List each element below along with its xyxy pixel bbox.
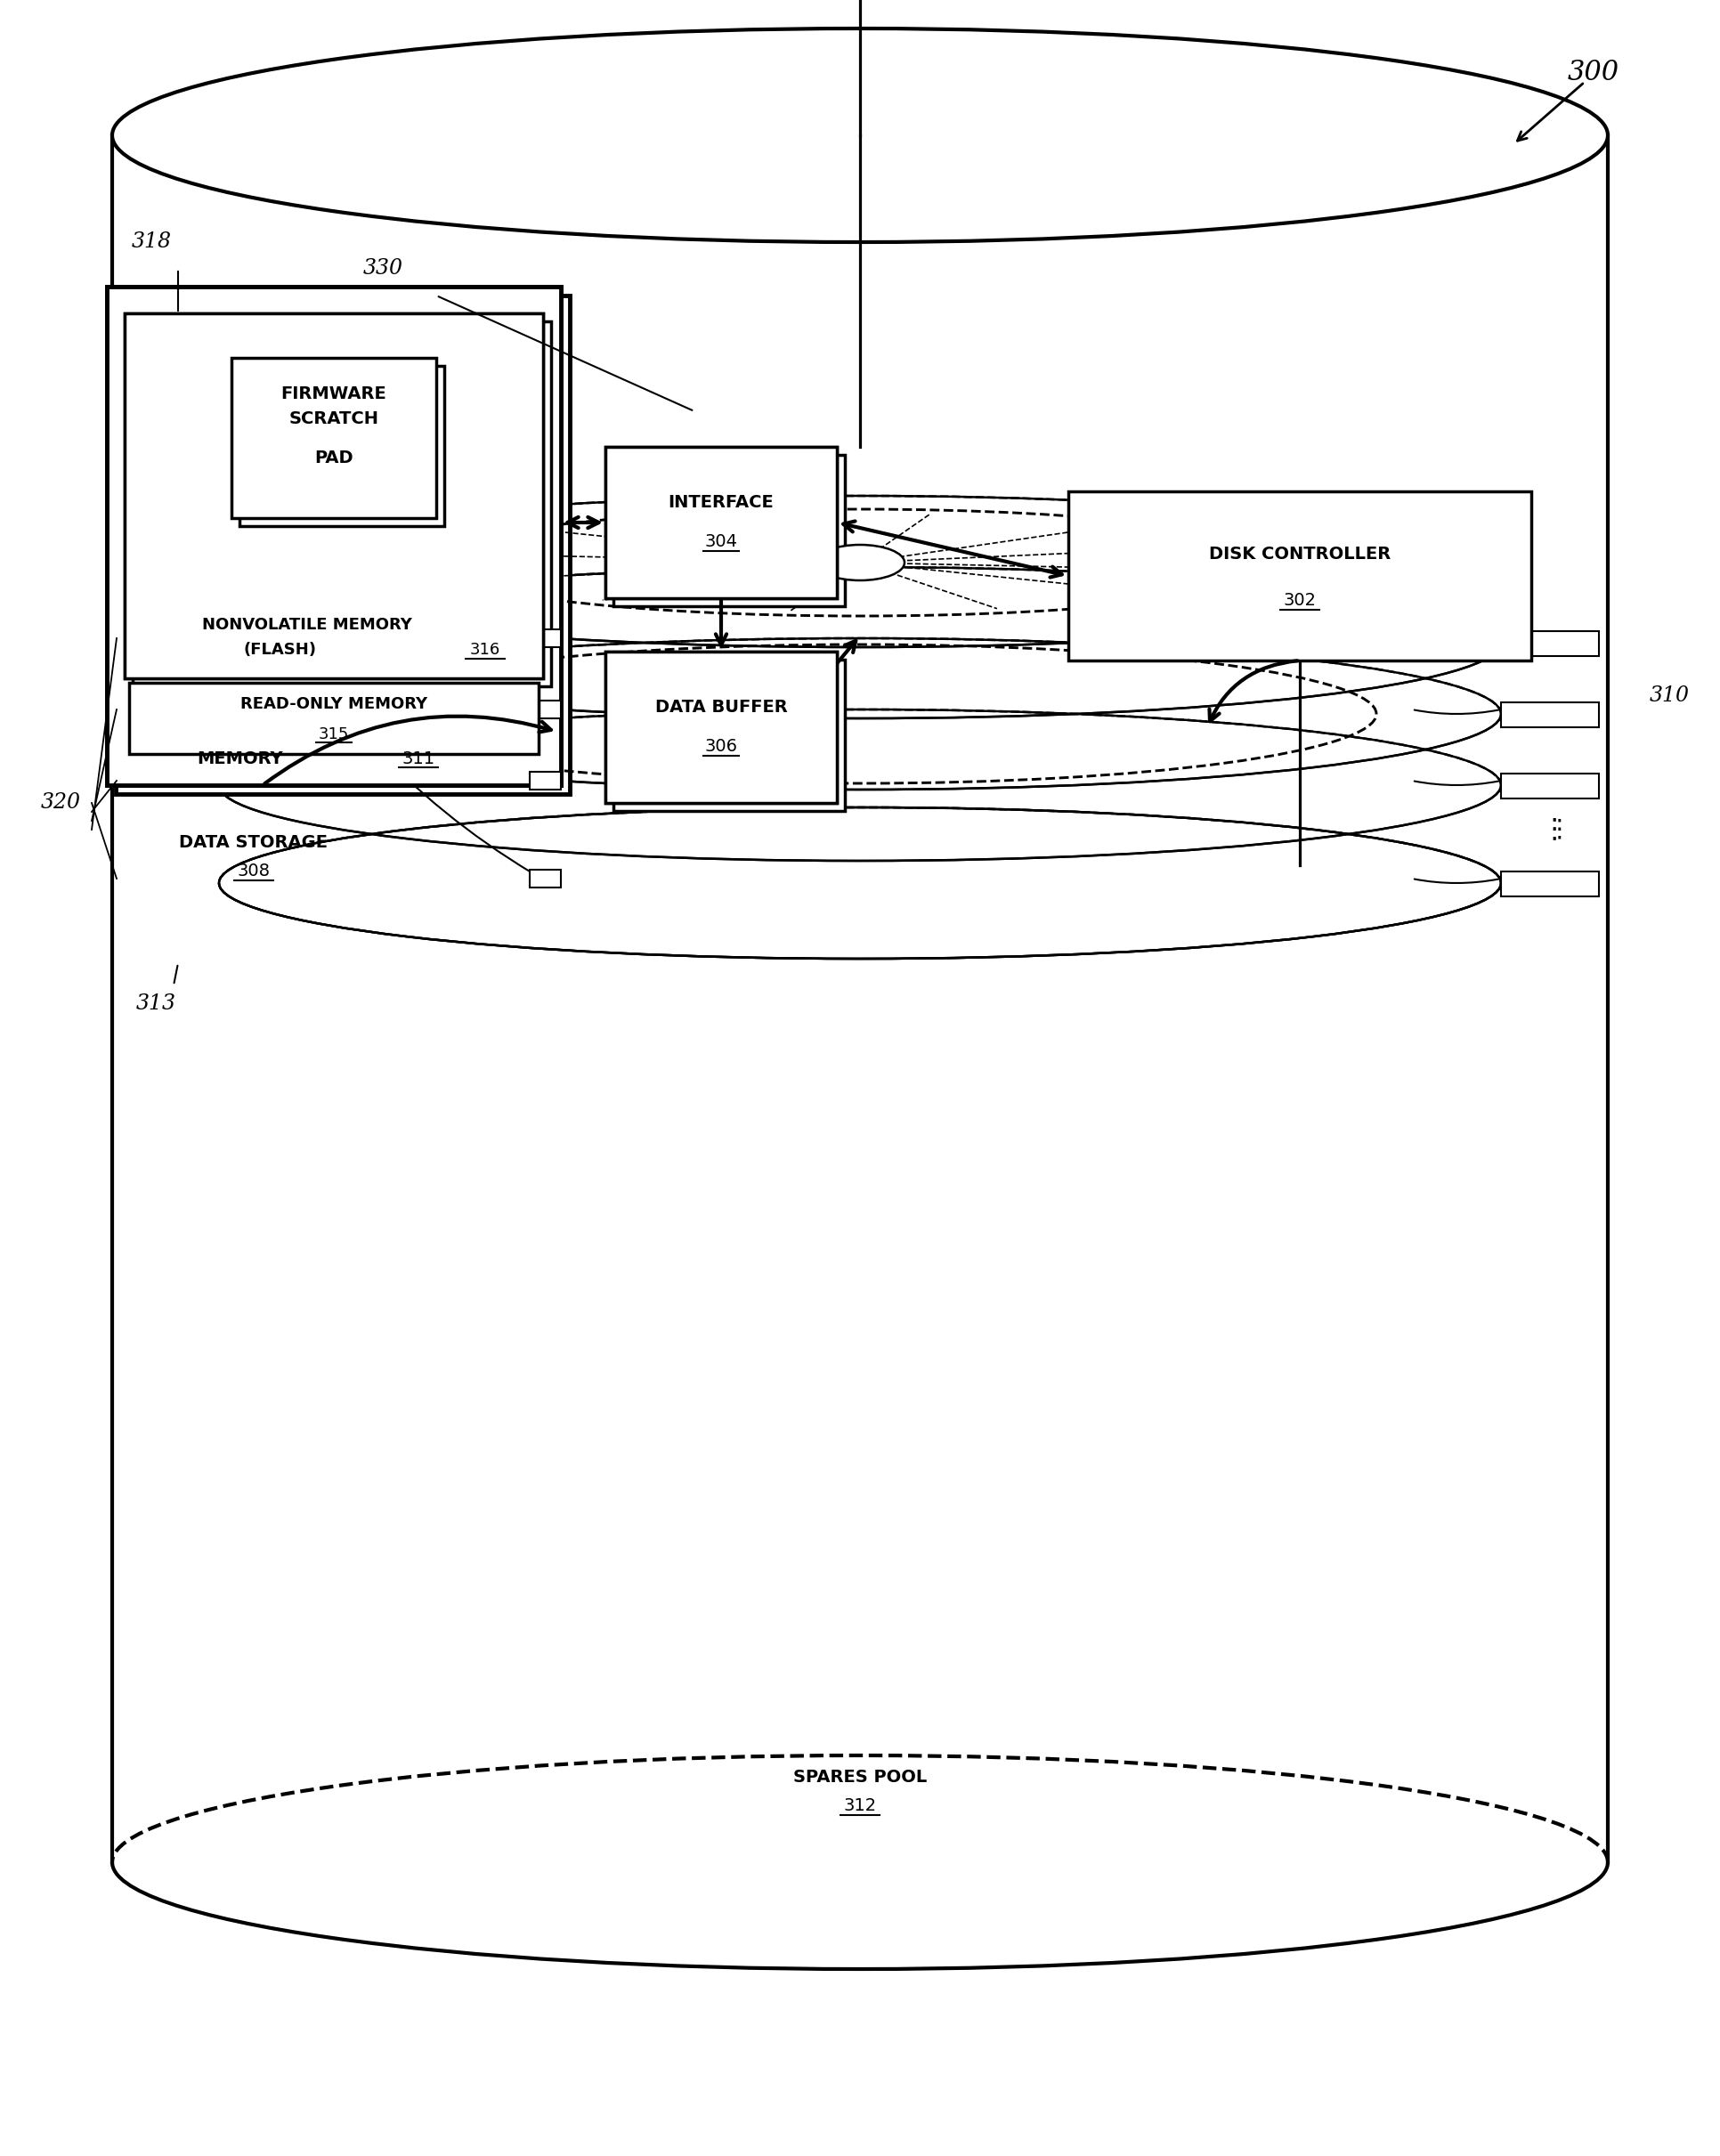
Bar [138,617,191,647]
Bar [612,660,845,811]
Bar [129,576,177,608]
Ellipse shape [815,545,905,580]
Bar [530,701,561,718]
Text: DISK CONTROLLER: DISK CONTROLLER [1207,545,1390,563]
Text: NONVOLATILE MEMORY: NONVOLATILE MEMORY [201,617,411,634]
FancyArrowPatch shape [722,640,855,802]
Bar [605,446,836,597]
Bar [115,295,569,793]
Text: READ-ONLY MEMORY: READ-ONLY MEMORY [241,696,427,711]
FancyArrowPatch shape [265,716,550,783]
FancyArrowPatch shape [1209,660,1297,722]
Bar [107,287,561,785]
Text: 311: 311 [402,750,435,768]
Text: 320: 320 [41,793,81,813]
Bar [605,651,836,802]
Text: 306: 306 [703,737,738,755]
Text: 310: 310 [1648,686,1689,707]
Text: ⋮: ⋮ [1539,817,1567,843]
Bar [530,772,561,789]
Bar [605,446,836,597]
Bar [239,367,444,526]
Text: DATA BUFFER: DATA BUFFER [655,699,788,716]
Bar [1500,774,1598,798]
Text: PAD: PAD [315,448,353,466]
Text: 302: 302 [1283,593,1316,610]
Bar [530,869,561,888]
Text: 308: 308 [237,862,270,880]
Bar [124,313,544,679]
Bar [129,683,538,755]
Text: ⋮: ⋮ [1546,817,1570,843]
Text: INTERFACE: INTERFACE [667,494,774,511]
Bar [232,358,435,517]
Bar [107,287,561,785]
Text: SPARES POOL: SPARES POOL [793,1770,927,1785]
Bar [1500,871,1598,897]
Ellipse shape [112,28,1606,241]
Text: SCRATCH: SCRATCH [289,410,378,427]
Text: 316: 316 [470,642,501,658]
Bar [530,630,561,647]
Text: 304: 304 [703,535,738,550]
Text: 313: 313 [136,994,175,1013]
Ellipse shape [218,806,1500,959]
Text: 318: 318 [131,233,172,252]
Text: 300: 300 [1567,58,1619,86]
Bar [132,321,550,686]
Text: DATA STORAGE: DATA STORAGE [179,834,329,852]
Text: 312: 312 [843,1798,875,1815]
Bar [124,313,544,679]
Bar [612,455,845,606]
Bar [1068,492,1531,660]
Bar [605,651,836,802]
Text: MEMORY: MEMORY [198,750,284,768]
Text: 315: 315 [318,727,349,742]
Bar [1500,632,1598,655]
Text: 330: 330 [363,259,402,278]
Text: FIRMWARE: FIRMWARE [280,386,387,401]
Bar [1500,703,1598,727]
Text: (FLASH): (FLASH) [244,642,316,658]
